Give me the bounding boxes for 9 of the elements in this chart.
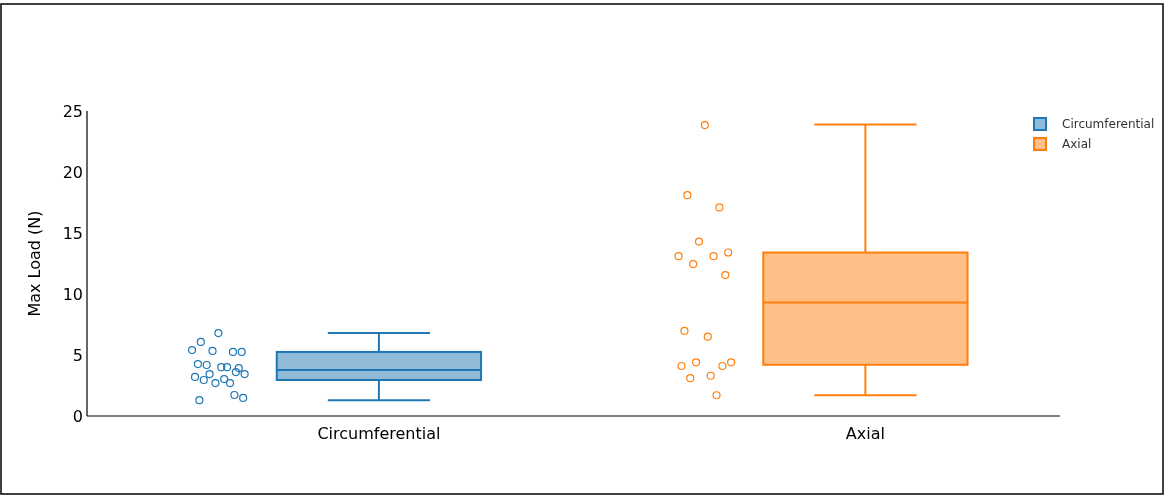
legend-label: Circumferential xyxy=(1062,117,1155,132)
y-tick-label: 25 xyxy=(62,101,83,121)
y-tick-label: 5 xyxy=(72,345,83,365)
y-tick-label: 10 xyxy=(62,284,83,304)
y-axis-title: Max Load (N) xyxy=(25,210,44,317)
legend-label: Axial xyxy=(1062,137,1092,152)
y-tick-label: 20 xyxy=(62,162,83,182)
y-tick-label: 15 xyxy=(62,223,83,243)
y-tick-label: 0 xyxy=(72,406,83,426)
